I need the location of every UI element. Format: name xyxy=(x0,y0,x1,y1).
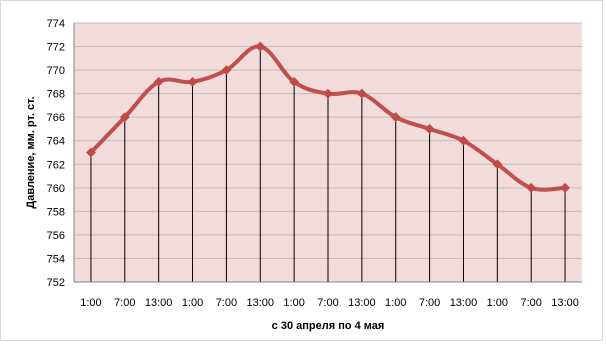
x-tick-label: 1:00 xyxy=(182,297,203,309)
x-tick-labels: 1:00 7:00 13:00 1:00 7:00 13:00 1:00 7:00 13:00 1… xyxy=(80,297,579,309)
x-tick-label: 13:00 xyxy=(450,297,478,309)
data-point-marker xyxy=(187,76,198,87)
y-tick-label: 752 xyxy=(47,277,65,289)
y-tick-labels: 752 754 756 758 760 762 764 766 768 770 772 774 xyxy=(47,18,65,289)
data-point-marker xyxy=(289,76,300,87)
data-point-marker xyxy=(119,112,130,123)
data-point-marker xyxy=(356,88,367,99)
drop-lines xyxy=(90,46,566,282)
data-point-marker xyxy=(526,182,537,193)
chart-frame: 752 754 756 758 760 762 764 766 768 770 772 774 1:0… xyxy=(0,0,603,341)
data-point-marker xyxy=(390,112,401,123)
x-tick-label: 1:00 xyxy=(283,297,304,309)
data-point-marker xyxy=(153,76,164,87)
data-point-marker xyxy=(492,159,503,170)
data-point-marker xyxy=(458,135,469,146)
data-point-marker xyxy=(323,88,333,99)
y-tick-label: 764 xyxy=(47,136,65,148)
y-tick-label: 774 xyxy=(47,18,65,30)
y-tick-label: 756 xyxy=(47,230,65,242)
y-tick-label: 760 xyxy=(47,183,65,195)
y-tick-label: 754 xyxy=(47,253,65,265)
x-tick-label: 1:00 xyxy=(487,297,508,309)
x-tick-label: 7:00 xyxy=(520,297,541,309)
series-markers xyxy=(86,41,570,193)
y-tick-label: 770 xyxy=(47,65,65,77)
data-point-marker xyxy=(424,124,435,134)
x-tick-label: 1:00 xyxy=(80,297,101,309)
y-axis-title: Давление, мм. рт. ст. xyxy=(25,96,37,208)
x-axis-title: с 30 апреля по 4 мая xyxy=(272,320,385,332)
data-point-marker xyxy=(86,147,96,158)
x-tick-label: 7:00 xyxy=(317,297,338,309)
y-tick-label: 772 xyxy=(47,42,65,54)
data-point-marker xyxy=(560,182,570,193)
pressure-chart: 752 754 756 758 760 762 764 766 768 770 772 774 1:0… xyxy=(25,18,582,332)
x-tick-label: 13:00 xyxy=(551,297,579,309)
x-tick-label: 7:00 xyxy=(419,297,440,309)
y-tick-label: 766 xyxy=(47,112,65,124)
x-tick-label: 13:00 xyxy=(348,297,376,309)
data-point-marker xyxy=(255,41,266,52)
x-tick-label: 7:00 xyxy=(114,297,135,309)
y-tick-label: 768 xyxy=(47,89,65,101)
x-tick-label: 7:00 xyxy=(216,297,237,309)
x-tick-label: 1:00 xyxy=(385,297,406,309)
data-point-marker xyxy=(221,65,232,75)
x-tick-label: 13:00 xyxy=(247,297,275,309)
y-tick-label: 758 xyxy=(47,206,65,218)
y-tick-label: 762 xyxy=(47,159,65,171)
x-tick-label: 13:00 xyxy=(145,297,173,309)
